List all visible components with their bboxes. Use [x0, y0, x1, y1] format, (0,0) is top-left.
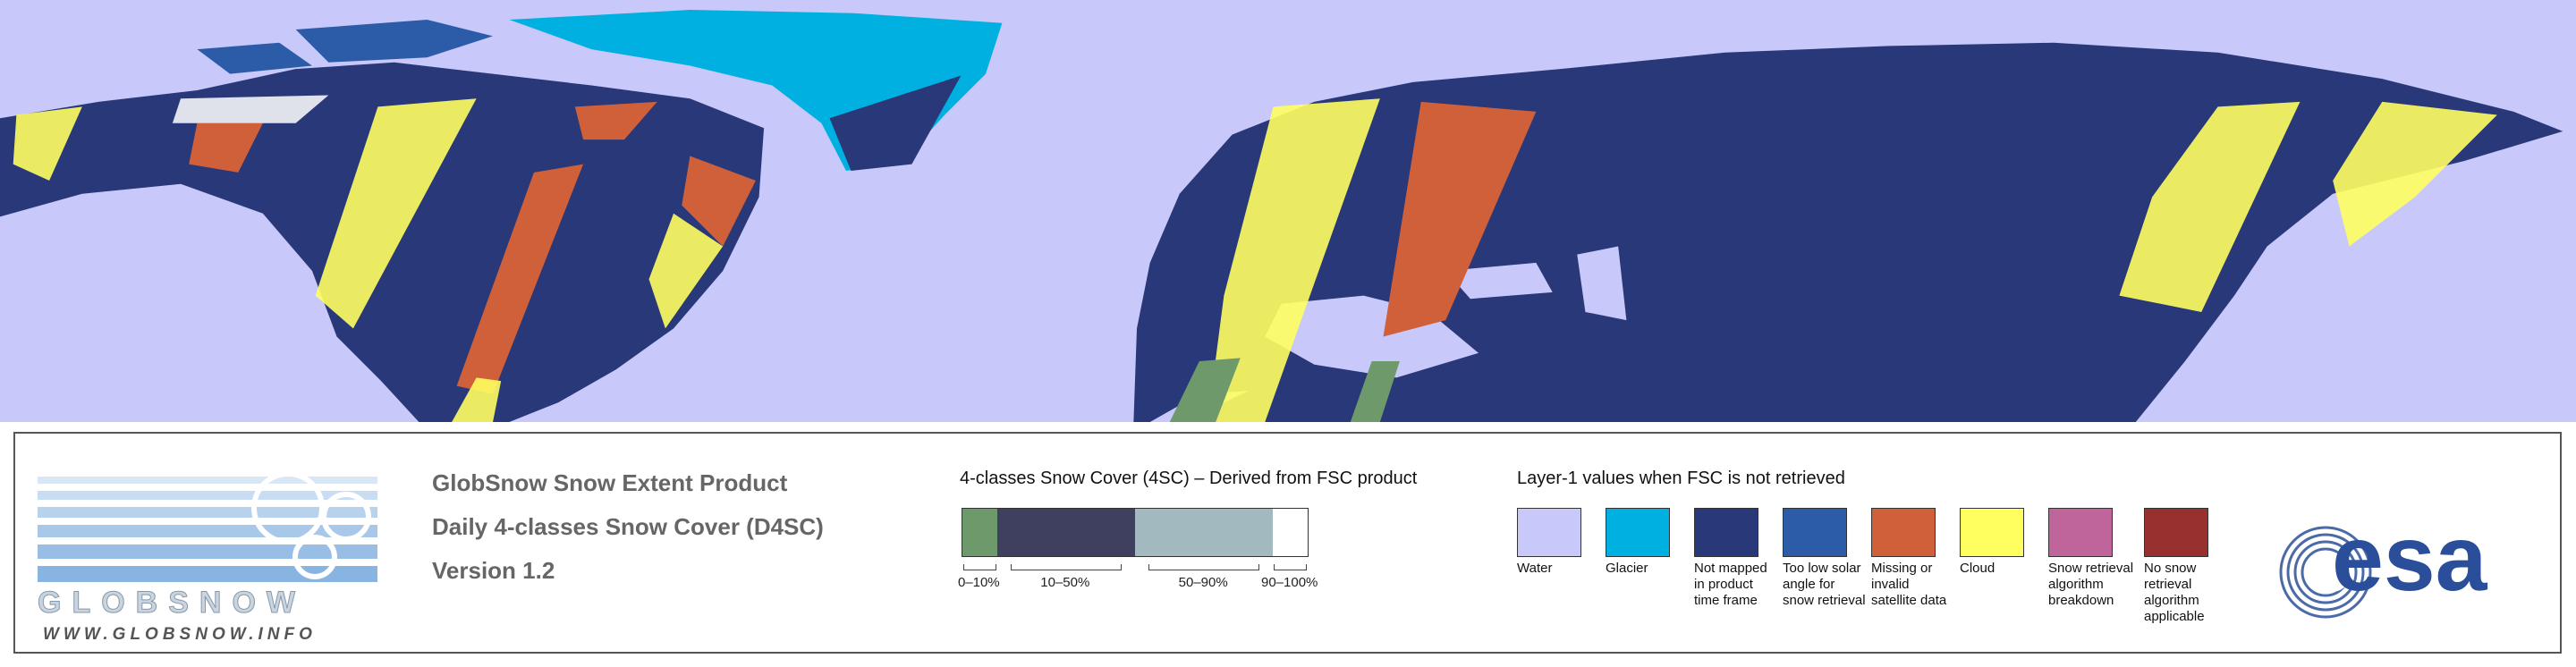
- class-swatch: [1273, 509, 1308, 556]
- layer1-label: Too low solar angle for snow retrieval: [1783, 561, 1866, 608]
- class-label: 90–100%: [1260, 575, 1318, 590]
- layer1-swatch: [1517, 508, 1581, 557]
- class-bracket: [963, 564, 996, 570]
- layer1-label: No snow retrieval algorithm applicable: [2144, 561, 2205, 624]
- snow-cover-legend: 4-classes Snow Cover (4SC) – Derived fro…: [958, 434, 1417, 648]
- layer1-swatch: [1871, 508, 1936, 557]
- layer1-swatch: [1606, 508, 1670, 557]
- globsnow-logo: GLOBSNOW WWW.GLOBSNOW.INFO: [38, 468, 377, 644]
- layer1-label: Glacier: [1606, 561, 1648, 576]
- layer1-swatch: [1960, 508, 2024, 557]
- class-bracket: [1274, 564, 1307, 570]
- snow-cover-labels: 0–10% 10–50% 50–90% 90–100%: [958, 496, 1318, 590]
- legend-title: Layer-1 values when FSC is not retrieved: [1517, 469, 1845, 488]
- esa-wordmark: esa: [2332, 507, 2487, 611]
- esa-logo: esa: [2276, 512, 2545, 621]
- layer1-swatch: [2144, 508, 2208, 557]
- layer1-swatch: [1783, 508, 1847, 557]
- class-swatch: [1135, 509, 1274, 556]
- legend-title: 4-classes Snow Cover (4SC) – Derived fro…: [960, 469, 1418, 488]
- logo-url: WWW.GLOBSNOW.INFO: [43, 625, 317, 644]
- esa-emblem: [2279, 526, 2372, 619]
- class-bracket: [1010, 564, 1122, 570]
- class-label: 10–50%: [1040, 575, 1090, 590]
- class-swatch: [996, 509, 1135, 556]
- legend-panel: GLOBSNOW WWW.GLOBSNOW.INFO GlobSnow Snow…: [13, 432, 2562, 654]
- snow-cover-bar: [962, 508, 1309, 557]
- layer1-label: Missing or invalid satellite data: [1871, 561, 1947, 608]
- layer1-label: Cloud: [1960, 561, 1996, 576]
- layer1-label: Water: [1517, 561, 1553, 576]
- snow-map: [0, 0, 2576, 422]
- class-label: 50–90%: [1178, 575, 1228, 590]
- layer1-legend: Layer-1 values when FSC is not retrieved…: [1517, 434, 2233, 648]
- logo-stripes: [38, 471, 377, 582]
- class-label: 0–10%: [957, 575, 1000, 590]
- class-swatch: [962, 509, 997, 556]
- product-version: Version 1.2: [432, 557, 555, 584]
- product-title: GlobSnow Snow Extent Product: [432, 469, 788, 496]
- layer1-label: Not mapped in product time frame: [1694, 561, 1767, 608]
- class-bracket: [1148, 564, 1260, 570]
- layer1-swatch: [1694, 508, 1758, 557]
- logo-wordmark: GLOBSNOW: [38, 586, 306, 621]
- product-subtitle: Daily 4-classes Snow Cover (D4SC): [432, 513, 824, 540]
- layer1-label: Snow retrieval algorithm breakdown: [2048, 561, 2134, 608]
- layer1-swatch: [2048, 508, 2113, 557]
